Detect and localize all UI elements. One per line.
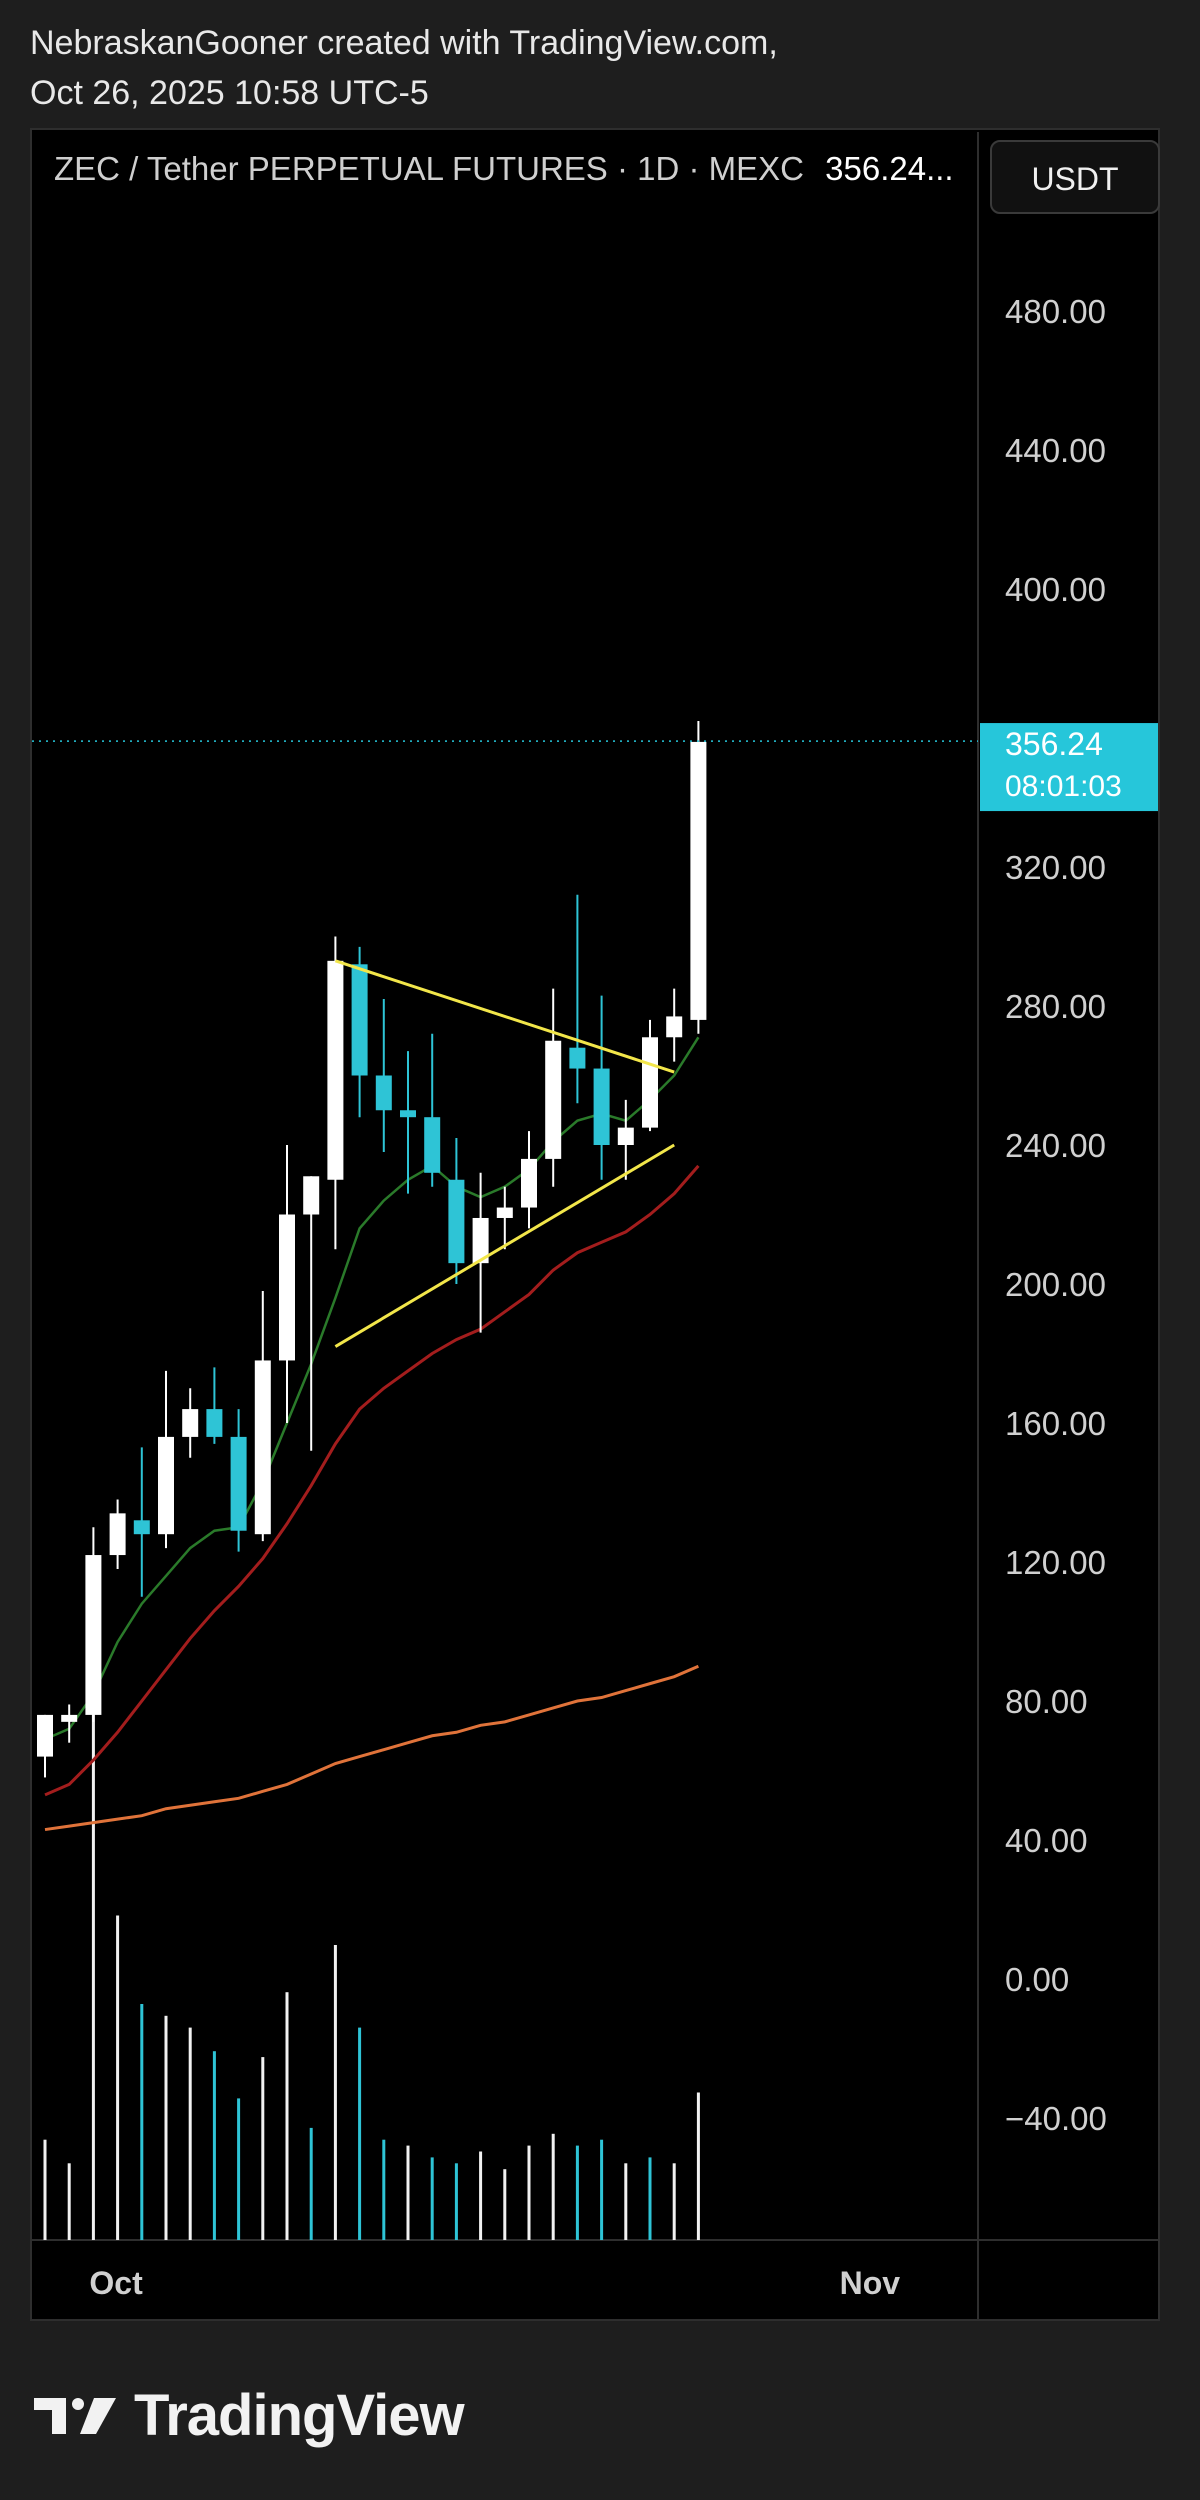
timestamp-line: Oct 26, 2025 10:58 UTC-5 — [30, 74, 429, 112]
volume-bar — [188, 2027, 192, 2240]
volume-bar — [43, 2139, 47, 2240]
volume-bar — [479, 2151, 483, 2240]
tradingview-logo: TradingView — [34, 2382, 465, 2449]
candle-body — [230, 1436, 247, 1531]
volume-bar — [237, 2098, 241, 2240]
volume-bar — [140, 2004, 144, 2240]
volume-bar — [600, 2139, 604, 2240]
volume-bar — [672, 2163, 676, 2240]
volume-bar — [696, 2092, 700, 2240]
volume-bar — [406, 2145, 410, 2240]
ema-long-line — [44, 1664, 699, 1832]
chart-author-header: NebraskanGooner created with TradingView… — [30, 18, 778, 118]
candle-body — [182, 1409, 199, 1437]
volume-bar — [67, 2163, 71, 2240]
volume-bar — [285, 1992, 289, 2240]
volume-bar — [382, 2139, 386, 2240]
y-tick-label: 0.00 — [1005, 1961, 1069, 1998]
candle-body — [206, 1409, 223, 1437]
tradingview-logo-text: TradingView — [134, 2383, 465, 2448]
volume-bar — [309, 2127, 313, 2240]
y-tick-label: 200.00 — [1005, 1266, 1106, 1303]
candle-body — [496, 1207, 513, 1218]
volume-bar — [333, 1945, 337, 2240]
chart-panel[interactable] — [30, 128, 1160, 2321]
candle-body — [448, 1179, 465, 1264]
symbol-legend[interactable]: ZEC / Tether PERPETUAL FUTURES · 1D · ME… — [54, 150, 954, 188]
currency-button[interactable]: USDT — [990, 140, 1160, 214]
ema-short-line — [44, 1036, 700, 1741]
candle-body — [37, 1714, 53, 1757]
y-tick-label: 80.00 — [1005, 1683, 1088, 1720]
tradingview-logo-icon — [34, 2397, 116, 2434]
volume-bar — [503, 2169, 507, 2240]
candle-body — [279, 1214, 295, 1361]
volume-bar — [164, 2015, 168, 2240]
symbol-label: ZEC / Tether PERPETUAL FUTURES · 1D · ME… — [54, 150, 804, 187]
y-tick-label: 40.00 — [1005, 1822, 1088, 1859]
y-tick-label: 120.00 — [1005, 1544, 1106, 1581]
candle-body — [85, 1555, 102, 1715]
candle-body — [303, 1176, 320, 1215]
price-badge-value: 356.24 — [1005, 726, 1103, 762]
volume-bar — [648, 2157, 652, 2240]
candle-body — [375, 1075, 392, 1111]
y-tick-label: −40.00 — [1005, 2100, 1107, 2137]
candle-body — [593, 1068, 610, 1145]
trendline — [334, 959, 675, 1074]
candle-body — [351, 964, 368, 1076]
volume-bar — [261, 2057, 265, 2240]
price-badge — [980, 723, 1158, 812]
y-tick-label: 400.00 — [1005, 571, 1106, 608]
volume-bar — [454, 2163, 458, 2240]
volume-bar — [212, 2051, 216, 2240]
candle-body — [521, 1158, 537, 1208]
volume-bar — [551, 2133, 555, 2240]
volume-bar — [116, 1915, 120, 2240]
candle-body — [109, 1513, 126, 1556]
trendline — [334, 1143, 675, 1348]
candle-body — [472, 1217, 489, 1264]
candle-body — [545, 1040, 562, 1159]
symbol-price: 356.24... — [825, 150, 954, 187]
y-tick-label: 480.00 — [1005, 293, 1106, 330]
x-tick-label: Oct — [89, 2265, 143, 2301]
candle-body — [254, 1360, 271, 1535]
y-tick-label: 160.00 — [1005, 1405, 1106, 1442]
candle-body — [617, 1127, 634, 1145]
volume-bar — [91, 1679, 95, 2240]
candle-body — [424, 1117, 441, 1173]
candle-body — [569, 1047, 586, 1069]
candle-body — [61, 1714, 78, 1722]
volume-bar — [358, 2027, 362, 2240]
volume-bar — [430, 2157, 434, 2240]
y-tick-label: 440.00 — [1005, 432, 1106, 469]
author-line: NebraskanGooner created with TradingView… — [30, 24, 778, 62]
candle-body — [690, 741, 707, 1020]
ema-mid-line — [44, 1164, 700, 1797]
volume-bar — [624, 2163, 628, 2240]
candle-body — [666, 1016, 683, 1038]
candle-body — [158, 1436, 174, 1535]
y-tick-label: 280.00 — [1005, 988, 1106, 1025]
candle-body — [327, 960, 344, 1180]
y-tick-label: 320.00 — [1005, 849, 1106, 886]
volume-bar — [575, 2145, 579, 2240]
x-tick-label: Nov — [840, 2265, 901, 2301]
candle-body — [642, 1037, 658, 1128]
candle-body — [133, 1520, 150, 1535]
y-tick-label: 240.00 — [1005, 1127, 1106, 1164]
volume-bar — [527, 2145, 531, 2240]
price-badge-countdown: 08:01:03 — [1005, 770, 1122, 803]
candle-body — [400, 1110, 416, 1118]
